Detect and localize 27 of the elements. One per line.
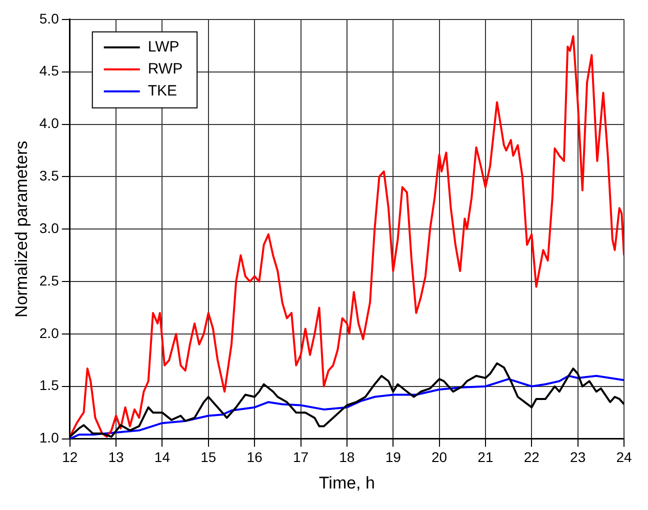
- legend-label: TKE: [148, 82, 178, 100]
- x-tick-label: 17: [292, 449, 309, 466]
- legend-label: LWP: [148, 38, 180, 56]
- y-axis-title: Normalized parameters: [12, 140, 31, 318]
- y-tick-label: 4.0: [39, 115, 60, 132]
- x-tick-label: 14: [154, 449, 170, 466]
- y-tick-label: 3.0: [39, 220, 60, 236]
- x-axis-title: Time, h: [318, 473, 375, 492]
- x-tick-label: 21: [478, 449, 494, 466]
- x-tick-label: 19: [385, 449, 402, 466]
- x-tick-label: 23: [570, 449, 586, 466]
- y-tick-label: 5.0: [39, 10, 60, 26]
- x-tick-label: 15: [200, 449, 216, 466]
- legend-label: RWP: [148, 60, 183, 78]
- x-tick-label: 24: [616, 449, 632, 466]
- x-tick-label: 20: [432, 449, 448, 466]
- y-tick-label: 2.5: [39, 272, 60, 288]
- x-tick-label: 18: [339, 449, 355, 466]
- y-tick-label: 1.0: [39, 430, 60, 446]
- x-tick-label: 12: [62, 449, 78, 466]
- x-tick-label: 22: [524, 449, 540, 466]
- y-tick-label: 1.5: [39, 377, 60, 394]
- y-tick-label: 3.5: [39, 168, 60, 184]
- y-tick-label: 4.5: [39, 62, 60, 79]
- x-tick-label: 13: [108, 449, 124, 466]
- y-tick-label: 2.0: [39, 324, 60, 341]
- x-tick-label: 16: [246, 449, 263, 466]
